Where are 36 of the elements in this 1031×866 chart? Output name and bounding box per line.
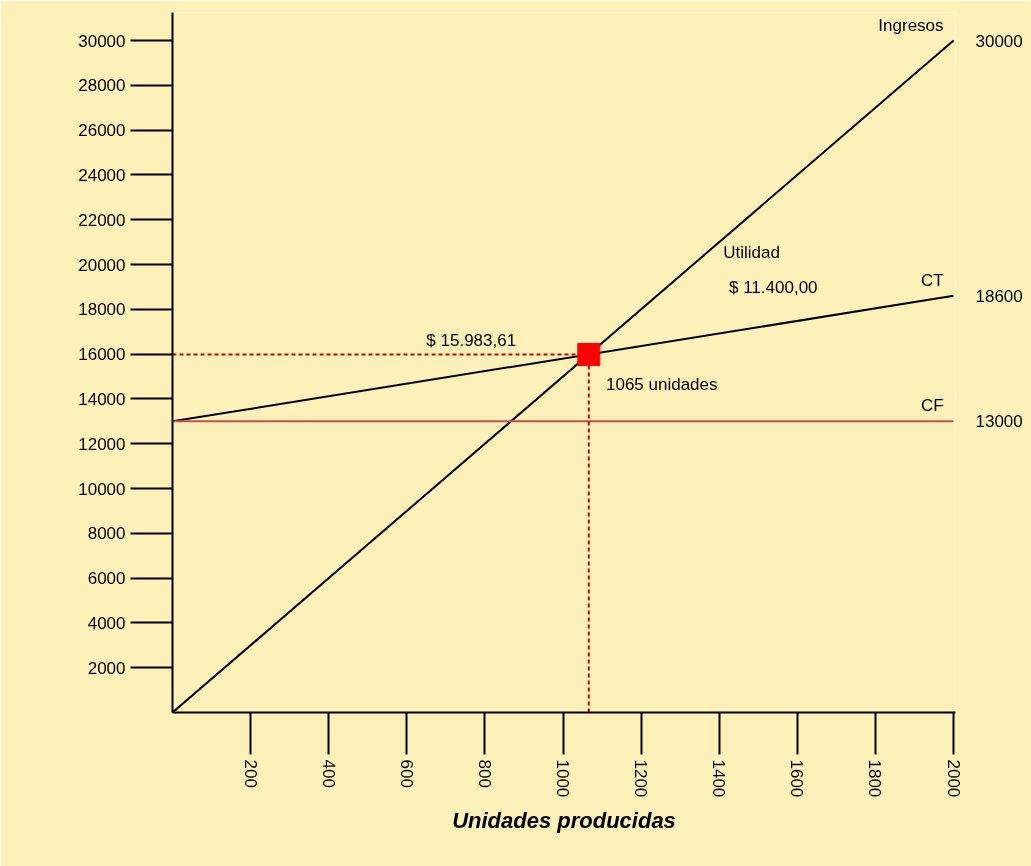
y-tick-label: 10000 — [78, 479, 126, 499]
x-tick-label: 2000 — [943, 759, 963, 798]
data-label: 18600 — [975, 286, 1023, 306]
y-tick-label: 16000 — [78, 345, 126, 365]
data-label: 13000 — [975, 412, 1023, 432]
y-tick-label: 12000 — [78, 434, 126, 454]
x-tick-label: 1800 — [865, 759, 885, 798]
x-tick-label: 1000 — [553, 759, 573, 798]
series-label: Ingresos — [878, 15, 944, 35]
y-tick-label: 24000 — [78, 165, 126, 185]
annotation: Utilidad — [723, 242, 780, 262]
y-tick-label: 6000 — [87, 569, 126, 589]
x-tick-label: 1200 — [631, 759, 651, 798]
y-tick-label: 28000 — [78, 76, 126, 96]
annotation: $ 11.400,00 — [729, 278, 818, 298]
series-label: CT — [920, 270, 944, 290]
data-label: 30000 — [975, 31, 1023, 51]
annotation: 1065 unidades — [605, 375, 718, 395]
y-tick-label: 22000 — [78, 210, 126, 230]
x-axis-title: Unidades producidas — [452, 808, 676, 834]
y-tick-label: 18000 — [78, 300, 126, 320]
y-tick-label: 26000 — [78, 121, 126, 141]
y-tick-label: 14000 — [78, 389, 126, 409]
y-tick-label: 20000 — [78, 255, 126, 275]
y-tick-label: 4000 — [87, 613, 126, 633]
y-tick-label: 2000 — [87, 658, 126, 678]
x-tick-label: 1600 — [787, 759, 807, 798]
x-tick-label: 800 — [474, 759, 494, 788]
x-tick-label: 600 — [396, 759, 416, 788]
series-label: CF — [920, 396, 944, 416]
annotation: $ 15.983,61 — [426, 331, 517, 351]
y-tick-label: 30000 — [78, 31, 126, 51]
y-tick-label: 8000 — [87, 524, 126, 544]
x-tick-label: 400 — [318, 759, 338, 788]
x-tick-label: 200 — [240, 759, 260, 788]
x-tick-label: 1400 — [709, 759, 729, 798]
